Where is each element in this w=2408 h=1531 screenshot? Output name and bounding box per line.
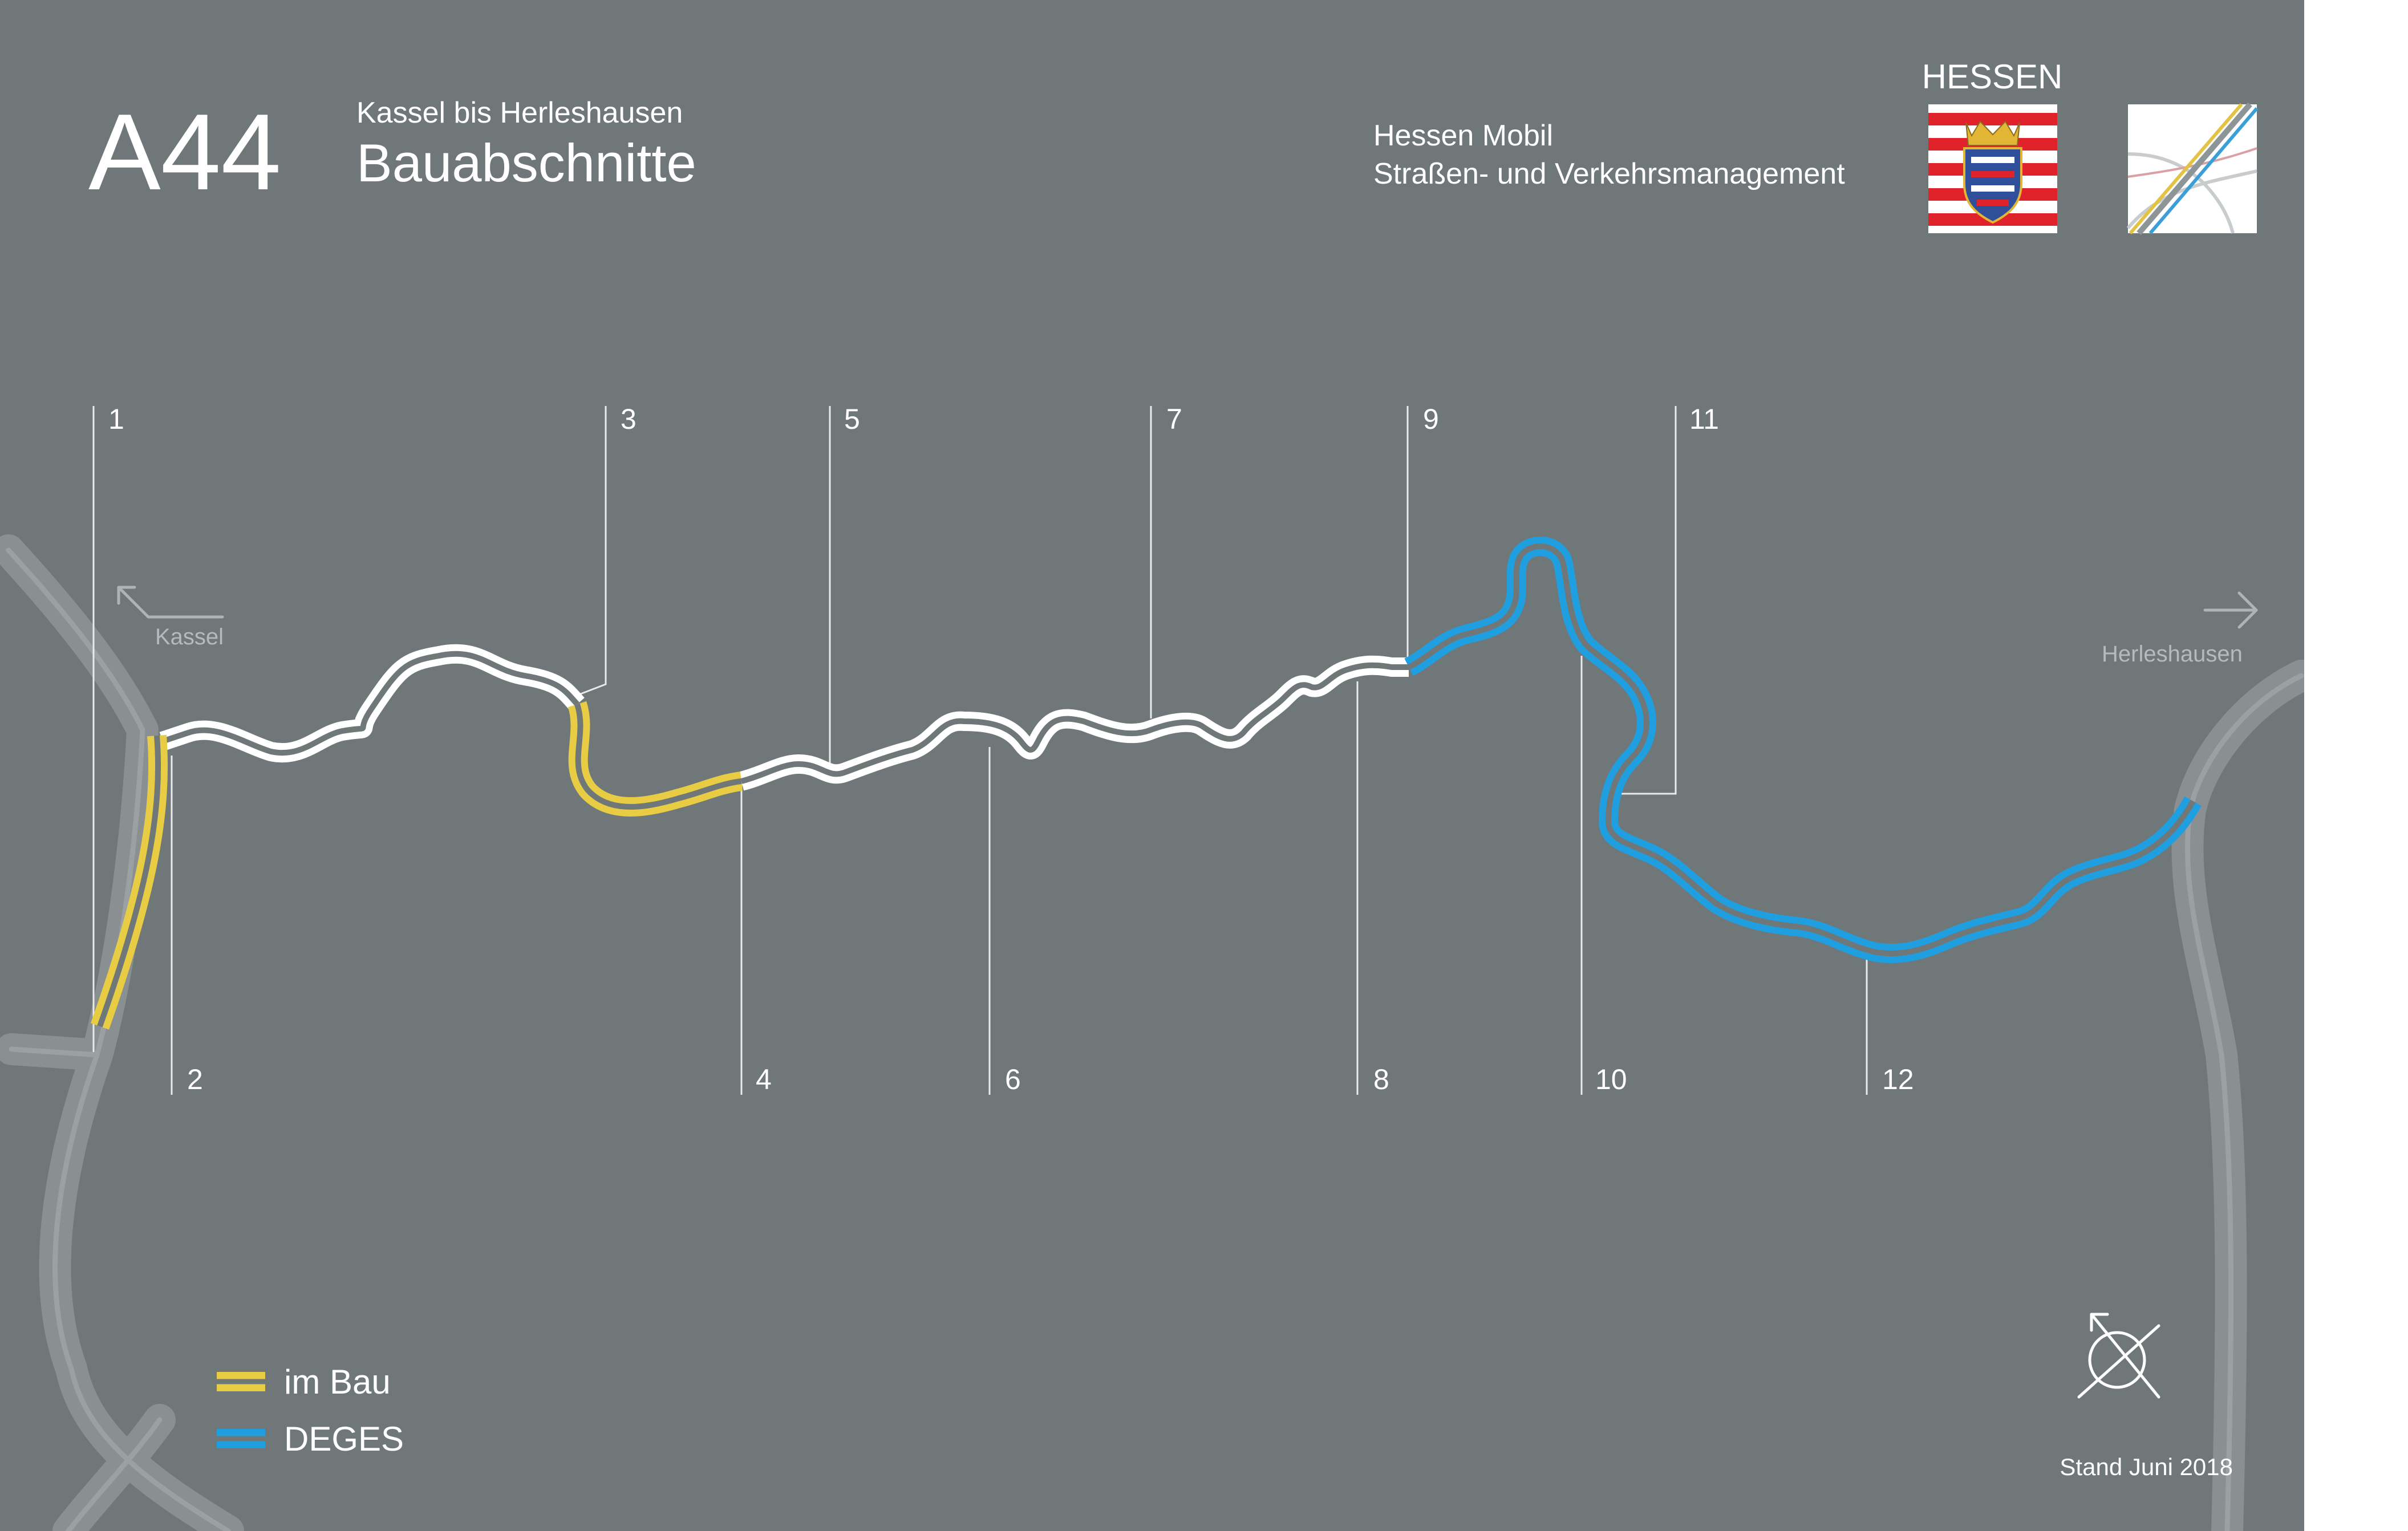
organization-subline: Straßen- und Verkehrsmanagement: [1373, 157, 1845, 190]
arrow-up-left-icon: [117, 586, 224, 619]
page-title: Bauabschnitte: [356, 133, 696, 193]
section-label-4: 4: [756, 1063, 772, 1095]
section-label-6: 6: [1005, 1063, 1021, 1095]
arrow-right-icon: [2203, 591, 2258, 629]
section-label-11: 11: [1689, 403, 1719, 435]
section-label-1: 1: [108, 403, 124, 435]
section-label-2: 2: [187, 1063, 203, 1095]
state-label: HESSEN: [1922, 58, 2063, 96]
organization-name: Hessen Mobil: [1373, 119, 1553, 152]
section-label-8: 8: [1373, 1063, 1389, 1095]
legend-label-deges: DEGES: [284, 1420, 404, 1458]
direction-label-herleshausen: Herleshausen: [2102, 641, 2243, 667]
motorway-number: A44: [88, 92, 281, 213]
section-label-12: 12: [1882, 1063, 1914, 1095]
route-deges: [1404, 537, 2202, 964]
north-compass-icon: [2077, 1313, 2160, 1399]
header-subtitle: Kassel bis Herleshausen: [356, 96, 683, 129]
section-leader-lines: [92, 406, 1868, 1095]
hessen-coat-of-arms-icon: [1928, 104, 2057, 233]
section-label-9: 9: [1423, 403, 1439, 435]
legend-label-im-bau: im Bau: [284, 1363, 391, 1401]
route-planned: [159, 644, 1409, 791]
existing-roads: [0, 534, 2304, 1531]
direction-label-kassel: Kassel: [155, 624, 224, 649]
route-under-construction: [90, 701, 743, 1030]
section-label-7: 7: [1166, 403, 1182, 435]
legend: im Bau DEGES: [217, 1363, 404, 1458]
status-date: Stand Juni 2018: [2060, 1453, 2233, 1480]
map-background: [0, 0, 2304, 1531]
section-label-3: 3: [621, 403, 637, 435]
section-label-5: 5: [844, 403, 860, 435]
interchange-logo-icon: [2126, 102, 2259, 235]
section-label-10: 10: [1595, 1063, 1627, 1095]
section-numbers: 1 2 3 4 5 6 7 8 9 10 11 12: [108, 403, 1914, 1095]
